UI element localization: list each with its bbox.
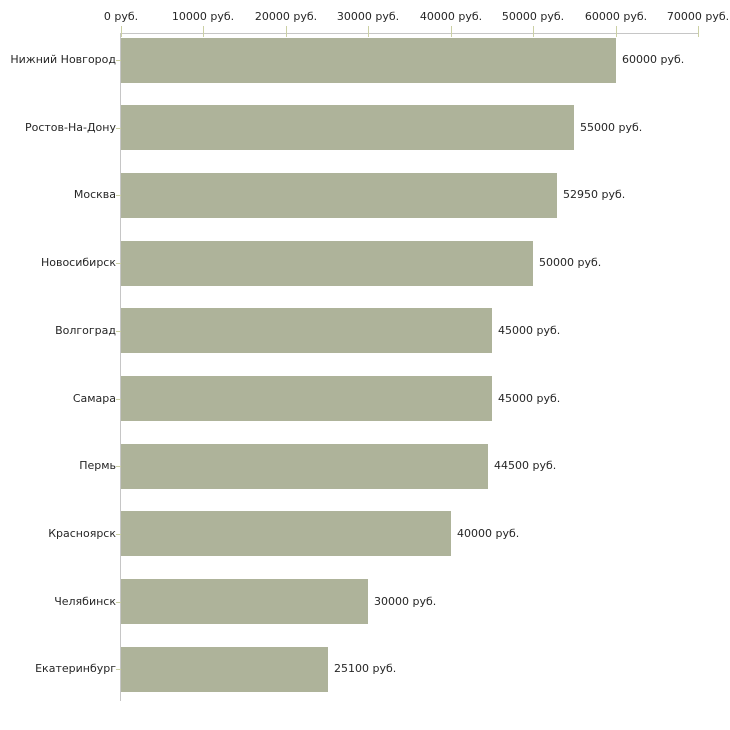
bar — [121, 647, 328, 692]
category-tick — [116, 331, 121, 332]
x-axis-line — [121, 33, 699, 34]
bar-value-label: 55000 руб. — [580, 121, 643, 134]
bar-value-label: 45000 руб. — [498, 324, 561, 337]
bar — [121, 308, 492, 353]
category-tick — [116, 128, 121, 129]
bar — [121, 241, 533, 286]
category-tick — [116, 263, 121, 264]
bar-value-label: 30000 руб. — [374, 595, 437, 608]
x-axis-tick-label: 50000 руб. — [501, 10, 565, 23]
category-tick — [116, 534, 121, 535]
category-tick — [116, 60, 121, 61]
x-axis-tick-label: 30000 руб. — [336, 10, 400, 23]
x-axis-tick — [451, 26, 452, 37]
bar-value-label: 44500 руб. — [494, 459, 557, 472]
x-axis-tick-label: 10000 руб. — [171, 10, 235, 23]
bar — [121, 38, 616, 83]
bar-value-label: 45000 руб. — [498, 392, 561, 405]
category-tick — [116, 669, 121, 670]
x-axis-tick — [533, 26, 534, 37]
x-axis-tick — [616, 26, 617, 37]
bar-value-label: 52950 руб. — [563, 188, 626, 201]
x-axis-tick-label: 70000 руб. — [666, 10, 730, 23]
category-label: Нижний Новгород — [10, 53, 116, 66]
x-axis-tick-label: 40000 руб. — [419, 10, 483, 23]
category-tick — [116, 466, 121, 467]
bar — [121, 173, 557, 218]
bar — [121, 105, 574, 150]
x-axis-tick — [121, 26, 122, 37]
bar-value-label: 60000 руб. — [622, 53, 685, 66]
bar — [121, 444, 488, 489]
x-axis-tick-label: 60000 руб. — [584, 10, 648, 23]
category-label: Самара — [72, 392, 116, 405]
category-label: Ростов-На-Дону — [24, 121, 116, 134]
bar-value-label: 25100 руб. — [334, 662, 397, 675]
x-axis-tick — [368, 26, 369, 37]
x-axis-tick — [698, 26, 699, 37]
category-tick — [116, 195, 121, 196]
category-label: Новосибирск — [40, 256, 116, 269]
category-label: Екатеринбург — [35, 662, 116, 675]
category-label: Челябинск — [54, 595, 116, 608]
bar — [121, 511, 451, 556]
x-axis-tick-label: 0 руб. — [103, 10, 139, 23]
category-label: Москва — [73, 188, 116, 201]
x-axis-tick-label: 20000 руб. — [254, 10, 318, 23]
category-label: Волгоград — [55, 324, 116, 337]
category-label: Пермь — [79, 459, 116, 472]
y-axis-line — [120, 33, 121, 701]
category-tick — [116, 602, 121, 603]
bar-value-label: 40000 руб. — [457, 527, 520, 540]
bar — [121, 579, 368, 624]
bar-value-label: 50000 руб. — [539, 256, 602, 269]
x-axis-tick — [286, 26, 287, 37]
category-tick — [116, 399, 121, 400]
x-axis-tick — [203, 26, 204, 37]
bar — [121, 376, 492, 421]
category-label: Красноярск — [48, 527, 116, 540]
